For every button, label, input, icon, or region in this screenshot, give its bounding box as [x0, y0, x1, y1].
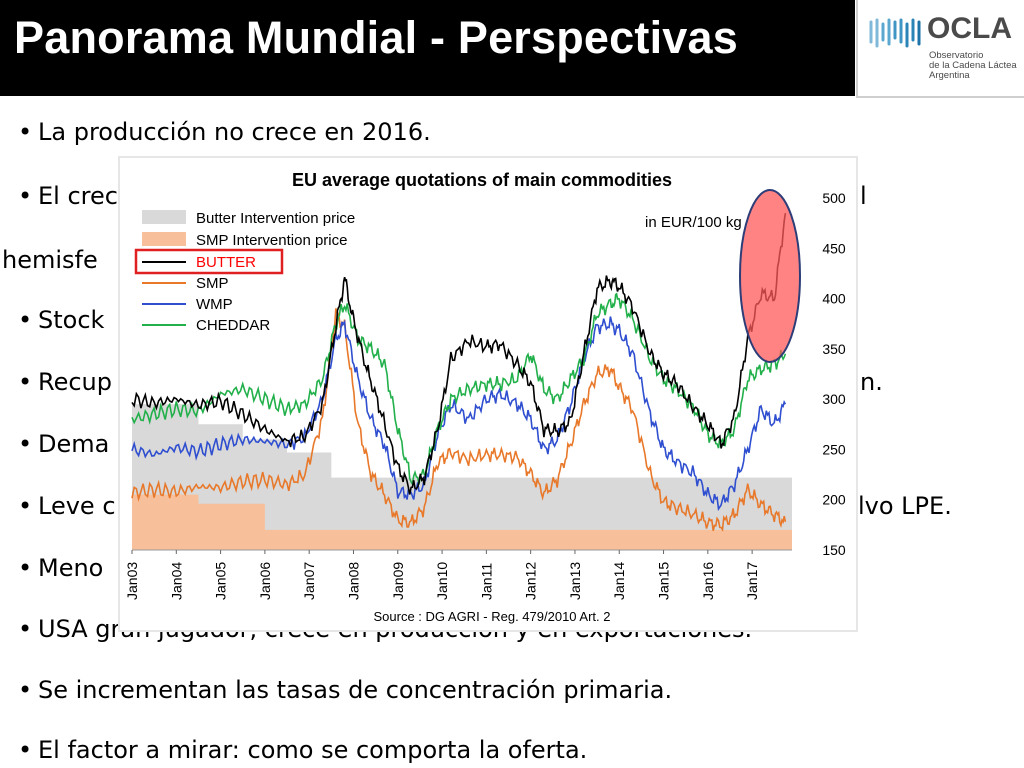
bullet-dot-icon: • — [18, 492, 33, 520]
legend-label: Butter Intervention price — [196, 210, 355, 227]
bullet-text: Dema — [38, 430, 110, 458]
bullet-item: • El crec — [18, 182, 118, 210]
x-tick-label: Jan09 — [390, 562, 406, 600]
chart-title: EU average quotations of main commoditie… — [292, 170, 672, 190]
bullet-text: Recup — [38, 368, 113, 396]
area-butter-intervention-price — [132, 404, 792, 550]
legend-label: WMP — [196, 296, 233, 313]
x-tick-label: Jan04 — [168, 562, 184, 600]
y-tick-label: 250 — [822, 441, 846, 457]
y-axis: 150 200 250 300 350 400 450 500 — [822, 190, 846, 558]
chart-source: Source : DG AGRI - Reg. 479/2010 Art. 2 — [373, 609, 610, 624]
bullet-tail: l — [860, 182, 867, 210]
y-tick-label: 400 — [822, 291, 846, 307]
intervention-areas — [132, 404, 792, 550]
bullet-dot-icon: • — [18, 736, 33, 764]
bullet-tail: lvo LPE. — [858, 492, 952, 520]
x-tick-label: Jan17 — [744, 562, 760, 600]
bullet-item: • Stock — [18, 306, 104, 334]
slide-title: Panorama Mundial - Perspectivas — [14, 12, 738, 63]
x-tick-label: Jan14 — [611, 562, 627, 600]
area-smp-intervention-price — [132, 494, 792, 550]
x-tick-label: Jan03 — [124, 562, 140, 600]
legend-label: SMP Intervention price — [196, 232, 347, 249]
bullet-dot-icon: • — [18, 430, 33, 458]
logo-subtitle-line: Observatorio — [929, 50, 984, 61]
bullet-dot-icon: • — [18, 118, 33, 146]
bullet-item: • Se incrementan las tasas de concentraci… — [18, 676, 672, 704]
y-tick-label: 350 — [822, 341, 846, 357]
chart-unit-label: in EUR/100 kg — [645, 214, 742, 231]
x-axis: Jan03 Jan04 Jan05 Jan06 Jan07 Jan08 Jan09 Jan10… — [124, 549, 792, 600]
chart-svg: 150 200 250 300 350 400 450 500 Jan03 Jan04 Jan05… — [124, 170, 846, 624]
bullet-item: • El factor a mirar: como se comporta la … — [18, 736, 587, 764]
bullet-item: • Leve c — [18, 492, 116, 520]
x-tick-label: Jan11 — [478, 563, 494, 600]
logo-bars-icon — [869, 18, 921, 48]
bullet-item: • Dema — [18, 430, 109, 458]
x-tick-label: Jan06 — [257, 562, 273, 600]
y-tick-label: 200 — [822, 492, 846, 508]
x-tick-label: Jan15 — [656, 562, 672, 600]
bullet-text: La producción no crece en 2016. — [38, 118, 431, 146]
bullet-item: • La producción no crece en 2016. — [18, 118, 431, 146]
legend-label: CHEDDAR — [196, 317, 270, 334]
x-tick-label: Jan05 — [213, 562, 229, 600]
bullet-text: Stock — [38, 306, 105, 334]
bullet-dot-icon: • — [18, 182, 33, 210]
highlight-ellipse-shape — [739, 189, 801, 363]
legend: Butter Intervention price SMP Interventio… — [134, 210, 355, 334]
legend-highlight-box — [134, 248, 284, 275]
bullet-text: El factor a mirar: como se comporta la o… — [38, 736, 588, 764]
bullet-text: El crec — [38, 182, 118, 210]
y-tick-label: 150 — [822, 542, 846, 558]
x-tick-label: Jan13 — [567, 562, 583, 600]
legend-label: SMP — [196, 275, 229, 292]
bullet-dot-icon: • — [18, 615, 33, 643]
bullet-text: Leve c — [38, 492, 116, 520]
bullet-continuation: hemisfe — [2, 246, 98, 274]
legend-swatch — [142, 232, 186, 246]
bullet-dot-icon: • — [18, 676, 33, 704]
bullet-dot-icon: • — [18, 368, 33, 396]
y-tick-label: 300 — [822, 391, 846, 407]
series-line-smp — [131, 308, 787, 532]
highlight-ellipse — [739, 189, 801, 363]
logo-subtitle-line: Argentina — [929, 70, 970, 81]
logo-subtitle: Observatorio de la Cadena Láctea Argenti… — [929, 51, 1017, 81]
series-line-butter — [131, 212, 787, 495]
legend-swatch — [142, 210, 186, 224]
bullet-text: Se incrementan las tasas de concentració… — [38, 676, 673, 704]
bullet-item: • Meno — [18, 554, 103, 582]
x-tick-label: Jan16 — [700, 562, 716, 600]
bullet-item: • Recup — [18, 368, 112, 396]
ocla-logo: OCLA Observatorio de la Cadena Láctea Ar… — [856, 0, 1024, 98]
logo-subtitle-line: de la Cadena Láctea — [929, 60, 1017, 71]
series-lines — [131, 212, 787, 532]
y-tick-label: 500 — [822, 190, 846, 206]
series-line-cheddar — [131, 292, 787, 487]
x-tick-label: Jan10 — [434, 562, 450, 600]
legend-label: BUTTER — [196, 254, 256, 271]
bullet-tail: n. — [860, 368, 883, 396]
x-tick-label: Jan12 — [523, 562, 539, 600]
bullet-dot-icon: • — [18, 306, 33, 334]
bullet-dot-icon: • — [18, 554, 33, 582]
bullet-text: Meno — [38, 554, 104, 582]
x-tick-label: Jan08 — [345, 562, 361, 600]
x-tick-label: Jan07 — [301, 562, 317, 600]
series-line-wmp — [131, 316, 787, 512]
logo-name: OCLA — [927, 12, 1012, 45]
y-tick-label: 450 — [822, 240, 846, 256]
commodity-chart: 150 200 250 300 350 400 450 500 Jan03 Jan04 Jan05… — [120, 158, 856, 630]
title-bar: Panorama Mundial - Perspectivas — [0, 0, 855, 96]
